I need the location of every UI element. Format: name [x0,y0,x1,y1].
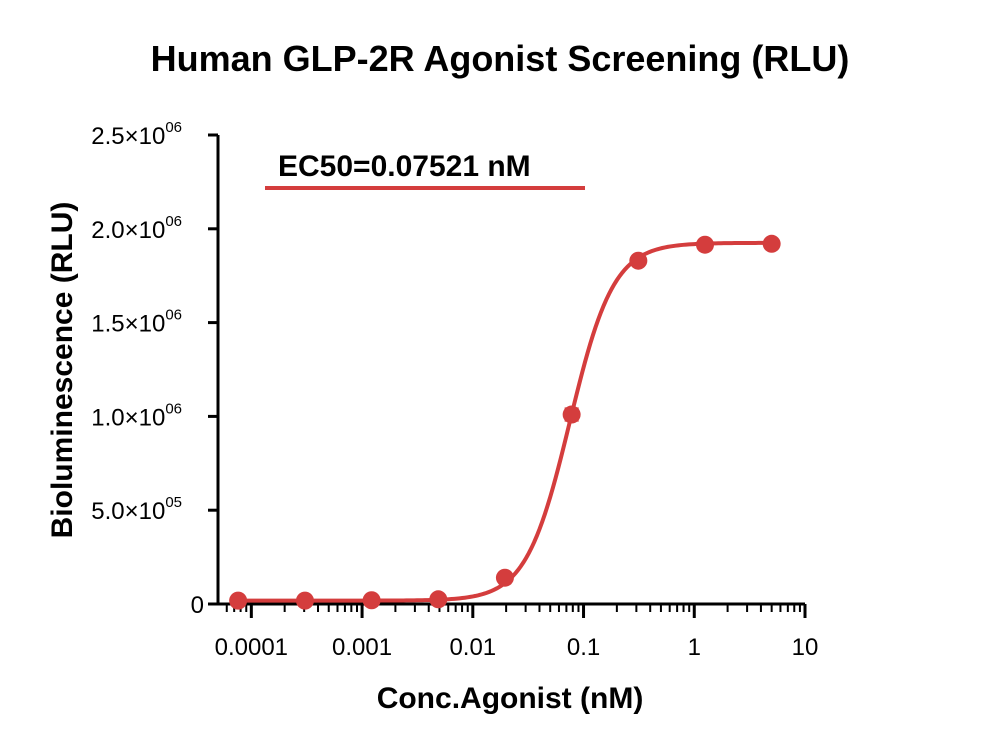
x-tick-label: 0.0001 [215,634,288,661]
y-axis-label: Bioluminescence (RLU) [46,202,79,539]
y-tick-label: 0 [191,592,204,619]
x-tick-label: 0.01 [449,634,496,661]
y-tick-label: 2.5×1006 [91,119,182,150]
axes: 0 5.0×1005 1.0×1006 1.5×1006 2.0×1006 2.5×100… [91,119,818,661]
data-point [495,568,514,587]
x-tick-label: 10 [792,634,819,661]
chart-title: Human GLP-2R Agonist Screening (RLU) [150,38,850,79]
data-point [229,591,248,610]
x-tick-label: 1 [688,634,701,661]
x-tick-label: 0.001 [332,634,392,661]
y-tick-label: 5.0×1005 [91,494,182,525]
x-axis-label: Conc.Agonist (nM) [377,682,644,715]
y-tick-label: 1.0×1006 [91,400,182,431]
data-point [295,591,314,610]
data-point [629,251,648,270]
y-tick-label: 1.5×1006 [91,307,182,338]
fit-curve [238,240,772,603]
data-point [429,590,448,609]
y-tick-label: 2.0×1006 [91,213,182,244]
data-point [562,405,581,424]
data-point [762,234,781,253]
data-points-layer [229,234,781,610]
data-point [362,591,381,610]
x-tick-label: 0.1 [567,634,600,661]
data-point [695,235,714,254]
ec50-annotation: EC50=0.07521 nM [278,150,531,183]
fit-curve-layer [238,240,772,603]
